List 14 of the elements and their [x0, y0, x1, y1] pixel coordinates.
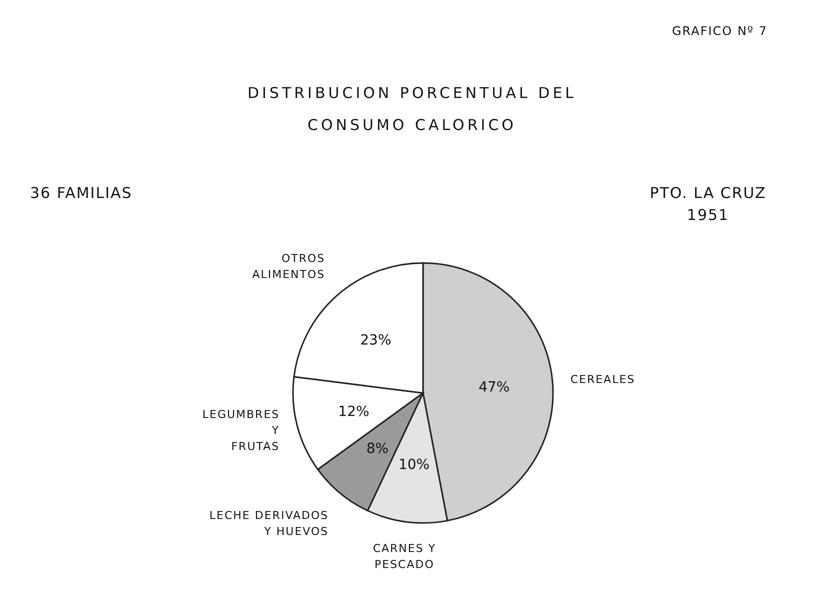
data-label: 8% [366, 441, 389, 458]
data-label: 23% [360, 332, 392, 348]
slice-label: LEGUMBRES Y FRUTAS [202, 408, 280, 453]
text: GRAFICO Nº 7 [672, 24, 768, 38]
slice-label: CARNES Y PESCADO [372, 542, 436, 571]
chart-title: DISTRIBUCION PORCENTUAL DEL CONSUMO CALORICO [247, 84, 577, 134]
slice-label: OTROS ALIMENTOS [252, 252, 326, 281]
data-label: 10% [398, 456, 430, 473]
text: PTO. LA CRUZ 1951 [650, 184, 766, 224]
data-label: 47% [478, 379, 510, 396]
slice-label: LECHE DERIVADOS Y HUEVOS [209, 509, 329, 538]
slice-label: CEREALES [570, 373, 636, 386]
text: 36 FAMILIAS [30, 184, 132, 202]
data-label: 12% [338, 404, 370, 420]
